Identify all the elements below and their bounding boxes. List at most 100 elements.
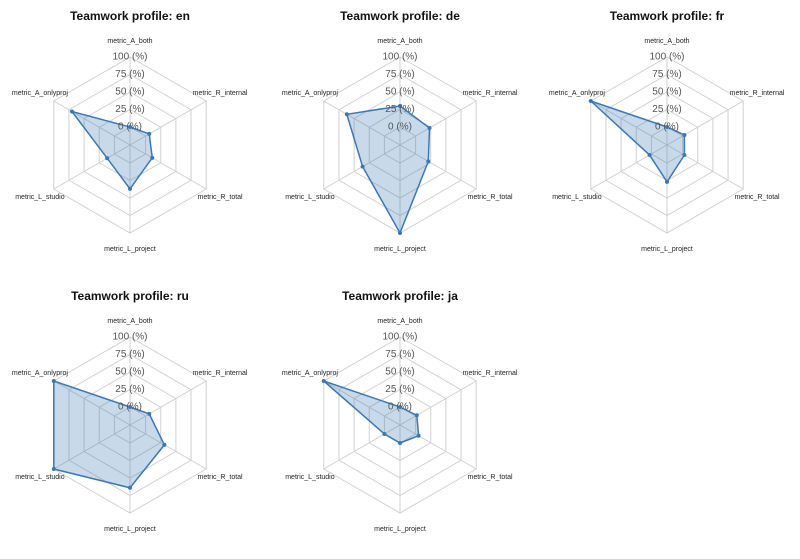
category-label: metric_L_project (104, 246, 156, 253)
spoke (666, 144, 744, 190)
spoke (129, 380, 207, 426)
tick-label: 75 (%) (652, 69, 681, 80)
category-label: metric_A_both (377, 38, 422, 45)
tick-label: 0 (%) (388, 122, 412, 133)
area (53, 379, 166, 489)
category-label: metric_L_project (104, 526, 156, 533)
category-label: metric_L_studio (15, 194, 65, 201)
point (427, 125, 432, 130)
point (128, 405, 132, 409)
point (416, 433, 421, 438)
point (128, 125, 132, 129)
radar-chart: Teamwork profile: en metric_A_both metric_… (12, 9, 248, 253)
category-label: metric_A_both (644, 38, 689, 45)
category-label: metric_L_studio (15, 474, 65, 481)
category-label: metric_A_onlyproj (12, 90, 68, 97)
tick-label: 100 (%) (649, 52, 684, 63)
category-label: metric_L_studio (552, 194, 602, 201)
spoke (590, 100, 668, 146)
category-label: metric_R_internal (193, 370, 248, 377)
tick-label: 0 (%) (118, 402, 142, 413)
point (665, 125, 669, 129)
category-label: metric_A_onlyproj (282, 90, 338, 97)
category-label: metric_L_studio (285, 474, 335, 481)
spoke (53, 144, 131, 190)
spoke (323, 100, 401, 146)
chart-title: Teamwork profile: de (340, 9, 460, 23)
radar-chart: Teamwork profile: de metric_A_both metric_… (282, 9, 518, 253)
category-label: metric_A_onlyproj (549, 90, 605, 97)
tick-label: 75 (%) (115, 349, 144, 360)
category-label: metric_L_studio (285, 194, 335, 201)
point (162, 442, 167, 447)
category-label: metric_R_internal (463, 370, 518, 377)
category-label: metric_R_internal (730, 90, 785, 97)
category-label: metric_L_project (374, 526, 426, 533)
radar-chart: Teamwork profile: fr metric_A_both metric_… (549, 9, 785, 253)
chart-title: Teamwork profile: en (70, 9, 190, 23)
spoke (590, 144, 668, 190)
tick-label: 50 (%) (115, 367, 144, 378)
point (147, 411, 152, 416)
category-label: metric_R_internal (463, 90, 518, 97)
spoke (53, 100, 131, 146)
category-label: metric_A_both (377, 318, 422, 325)
category-label: metric_R_total (734, 194, 780, 201)
point (69, 109, 74, 114)
category-label: metric_R_internal (193, 90, 248, 97)
spoke (399, 424, 477, 470)
category-label: metric_A_onlyproj (12, 370, 68, 377)
tick-label: 100 (%) (112, 52, 147, 63)
spoke (666, 100, 744, 146)
tick-label: 0 (%) (655, 122, 679, 133)
point (682, 132, 687, 137)
category-label: metric_L_project (374, 246, 426, 253)
tick-label: 25 (%) (385, 104, 414, 115)
category-label: metric_R_total (197, 474, 243, 481)
tick-label: 50 (%) (115, 87, 144, 98)
category-label: metric_L_project (641, 246, 693, 253)
category-label: metric_A_onlyproj (282, 370, 338, 377)
tick-label: 0 (%) (118, 122, 142, 133)
point (150, 155, 155, 160)
point (682, 153, 687, 158)
point (321, 379, 326, 383)
point (588, 99, 593, 103)
point (647, 153, 652, 158)
category-label: metric_A_both (107, 318, 152, 325)
category-label: metric_R_total (467, 474, 513, 481)
point (665, 179, 669, 184)
point (382, 432, 387, 436)
point (426, 159, 431, 164)
tick-label: 25 (%) (385, 384, 414, 395)
radar-chart: Teamwork profile: ru metric_A_both metric_… (12, 289, 248, 533)
point (398, 231, 402, 235)
spoke (53, 380, 131, 426)
point (344, 112, 349, 117)
spoke (323, 424, 401, 470)
spoke (129, 144, 207, 190)
tick-label: 100 (%) (382, 52, 417, 63)
point (360, 164, 365, 169)
tick-label: 100 (%) (112, 332, 147, 343)
chart-title: Teamwork profile: ru (71, 289, 189, 303)
tick-label: 75 (%) (385, 349, 414, 360)
category-label: metric_R_total (467, 194, 513, 201)
point (398, 104, 402, 108)
point (51, 379, 56, 383)
spoke (129, 100, 207, 146)
point (51, 467, 56, 471)
point (128, 485, 132, 490)
radar-chart: Teamwork profile: ja metric_A_both metric_… (282, 289, 518, 533)
spoke (129, 424, 207, 470)
point (128, 186, 132, 191)
point (147, 131, 152, 136)
point (398, 441, 402, 445)
tick-label: 50 (%) (652, 87, 681, 98)
tick-label: 50 (%) (385, 367, 414, 378)
category-label: metric_R_total (197, 194, 243, 201)
tick-label: 25 (%) (115, 384, 144, 395)
tick-label: 75 (%) (385, 69, 414, 80)
tick-label: 50 (%) (385, 87, 414, 98)
